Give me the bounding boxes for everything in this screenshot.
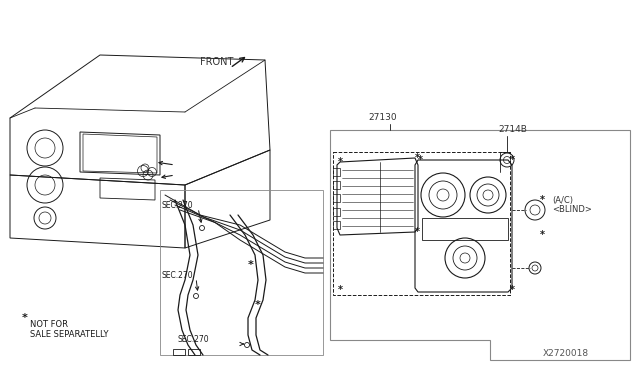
Text: SEC.270: SEC.270	[162, 270, 194, 279]
Text: SEC.270: SEC.270	[178, 336, 210, 344]
Text: 27130: 27130	[368, 113, 397, 122]
Text: 2714B: 2714B	[498, 125, 527, 135]
Text: <BLIND>: <BLIND>	[552, 205, 592, 215]
Text: *: *	[338, 285, 343, 295]
Text: *: *	[255, 300, 261, 310]
Text: *: *	[540, 230, 545, 240]
Text: *: *	[540, 195, 545, 205]
Text: (A/C): (A/C)	[552, 196, 573, 205]
Text: *: *	[248, 260, 254, 270]
Text: NOT FOR: NOT FOR	[30, 320, 68, 329]
Text: SEC.270: SEC.270	[162, 201, 194, 209]
Text: *: *	[418, 155, 423, 165]
Text: *: *	[415, 153, 420, 163]
Text: *: *	[415, 227, 420, 237]
Text: *: *	[510, 285, 515, 295]
Text: X2720018: X2720018	[543, 350, 589, 359]
Text: *: *	[22, 313, 28, 323]
Text: *: *	[338, 157, 343, 167]
Text: *: *	[510, 155, 515, 165]
Text: FRONT: FRONT	[200, 57, 234, 67]
Text: SALE SEPARATELLY: SALE SEPARATELLY	[30, 330, 109, 339]
